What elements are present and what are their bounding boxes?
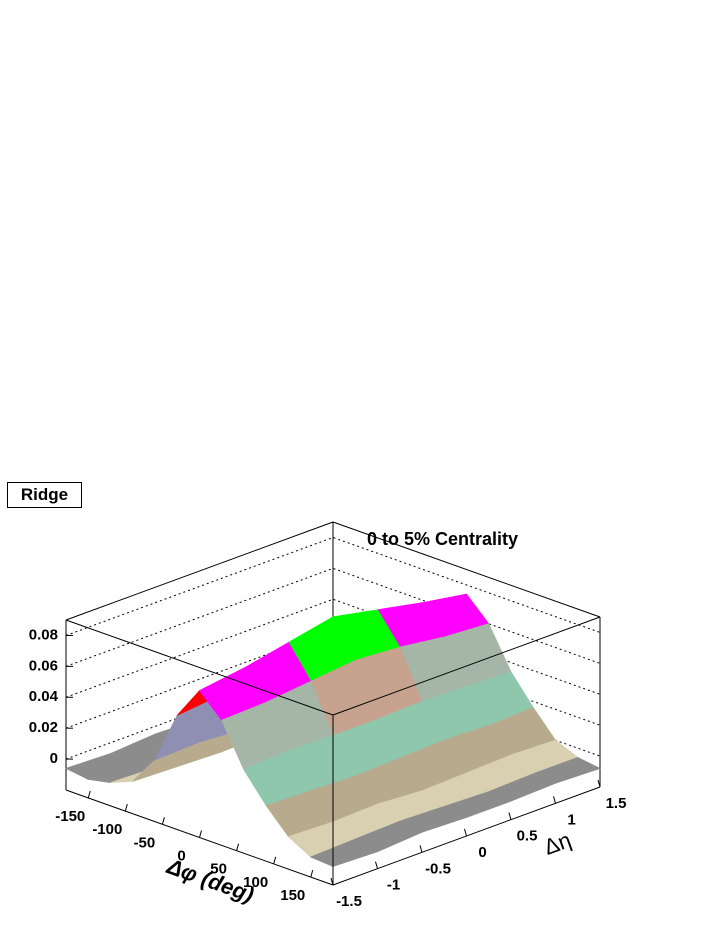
y-tick-label: 0.5 <box>517 828 538 845</box>
x-tick <box>273 856 277 865</box>
y-tick <box>330 877 334 886</box>
y-tick-label: 0 <box>478 844 486 861</box>
y-tick <box>464 828 467 837</box>
z-tick-label: 0.06 <box>29 657 58 674</box>
y-tick-label: 1 <box>567 811 575 828</box>
x-tick-label: -150 <box>55 808 85 825</box>
y-tick-label: -1 <box>387 877 400 894</box>
x-tick <box>310 869 314 878</box>
y-tick-label: -1.5 <box>336 893 362 910</box>
x-tick-label: 0 <box>177 847 185 864</box>
x-tick <box>87 790 91 799</box>
z-tick-label: 0 <box>50 750 58 767</box>
x-tick-label: -100 <box>92 821 122 838</box>
surface-cell <box>309 838 379 867</box>
z-tick-label: 0.08 <box>29 626 58 643</box>
x-tick <box>199 830 202 838</box>
z-tick-label: 0.02 <box>29 719 58 736</box>
box-edge <box>65 521 334 621</box>
box-edge <box>332 521 601 618</box>
legend-box: Ridge <box>7 482 82 508</box>
x-tick <box>161 817 165 825</box>
x-tick-label: 50 <box>210 861 227 878</box>
x-tick-label: 100 <box>243 874 268 891</box>
x-tick <box>124 803 128 812</box>
y-tick <box>508 812 512 820</box>
y-tick <box>419 845 423 853</box>
y-tick-label: -0.5 <box>425 860 451 877</box>
x-tick-label: 150 <box>280 887 305 904</box>
y-tick <box>553 796 556 804</box>
chart-title: 0 to 5% Centrality <box>367 529 518 549</box>
y-axis-label: Δη <box>540 827 574 860</box>
z-tick-label: 0.04 <box>29 688 59 705</box>
y-tick <box>375 861 378 869</box>
x-tick-label: -50 <box>134 834 156 851</box>
y-tick-label: 1.5 <box>606 795 627 812</box>
box-edge <box>65 619 334 716</box>
y-tick <box>597 779 601 788</box>
box-edge <box>332 616 601 716</box>
x-tick <box>236 843 240 851</box>
